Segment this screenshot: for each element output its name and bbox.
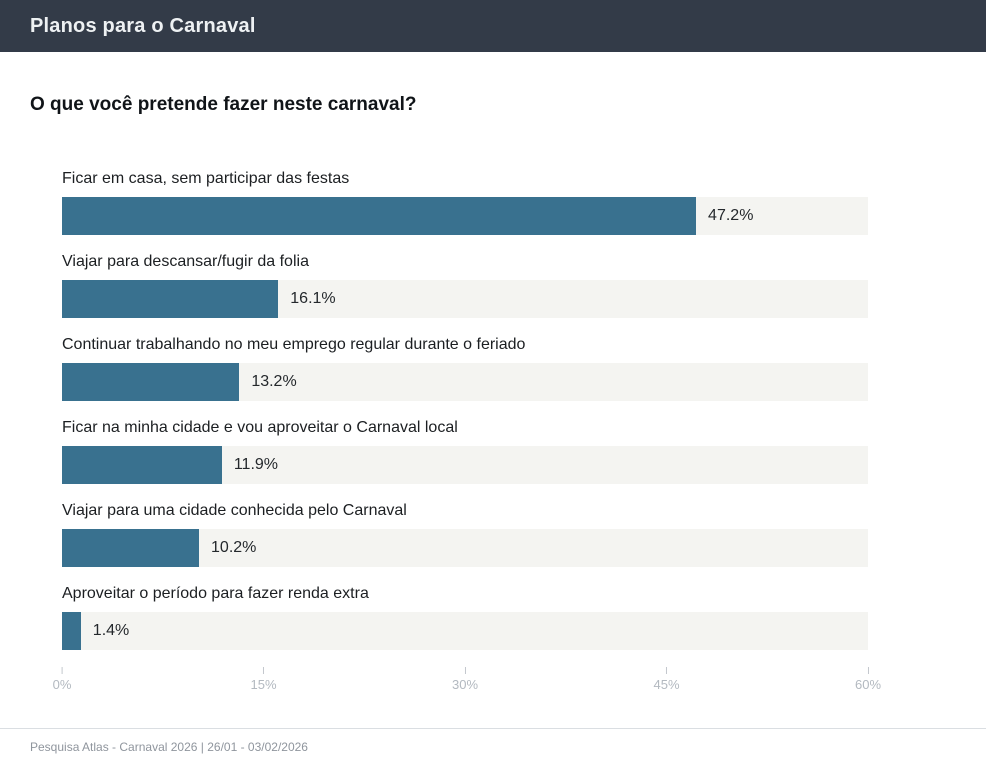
bar-track: 1.4% xyxy=(62,612,868,650)
bar-track: 10.2% xyxy=(62,529,868,567)
bar-row: Viajar para descansar/fugir da folia 16.… xyxy=(62,252,868,318)
axis-tick: 60% xyxy=(855,667,881,692)
tick-mark xyxy=(263,667,264,674)
value-label: 10.2% xyxy=(211,539,257,556)
category-label: Viajar para descansar/fugir da folia xyxy=(62,253,309,270)
bar-track: 16.1% xyxy=(62,280,868,318)
chart-question: O que você pretende fazer neste carnaval… xyxy=(30,94,417,115)
bar-row: Continuar trabalhando no meu emprego reg… xyxy=(62,335,868,401)
bar-track: 47.2% xyxy=(62,197,868,235)
x-axis: 0% 15% 30% 45% 60% xyxy=(53,667,881,701)
tick-mark xyxy=(464,667,466,674)
tick-label: 15% xyxy=(250,677,277,692)
axis-tick: 30% xyxy=(452,667,478,692)
bar-fill xyxy=(62,280,279,318)
value-label: 1.4% xyxy=(92,622,130,639)
category-label: Ficar em casa, sem participar das festas xyxy=(62,170,350,187)
tick-mark xyxy=(867,667,869,674)
footer: Pesquisa Atlas - Carnaval 2026 | 26/01 -… xyxy=(0,728,986,767)
value-label: 13.2% xyxy=(251,373,297,390)
bar-fill xyxy=(62,363,240,401)
tick-label: 60% xyxy=(854,677,882,692)
bar-fill xyxy=(62,529,200,567)
bar-chart: Ficar em casa, sem participar das festas… xyxy=(62,169,868,650)
tick-mark xyxy=(666,667,667,674)
tick-label: 30% xyxy=(451,677,479,692)
bar-fill xyxy=(62,197,697,235)
category-label: Viajar para uma cidade conhecida pelo Ca… xyxy=(62,502,407,519)
page-title: Planos para o Carnaval xyxy=(30,14,256,37)
bar-fill xyxy=(62,446,222,484)
tick-label: 0% xyxy=(52,677,72,692)
value-label: 16.1% xyxy=(290,290,336,307)
bar-row: Viajar para uma cidade conhecida pelo Ca… xyxy=(62,501,868,567)
bar-fill xyxy=(62,612,81,650)
axis-tick: 0% xyxy=(52,667,72,692)
axis-tick: 15% xyxy=(250,667,277,692)
bar-row: Ficar em casa, sem participar das festas… xyxy=(62,169,868,235)
tick-label: 45% xyxy=(653,677,680,692)
value-label: 47.2% xyxy=(708,207,754,224)
category-label: Aproveitar o período para fazer renda ex… xyxy=(62,585,369,602)
category-label: Continuar trabalhando no meu emprego reg… xyxy=(62,336,526,353)
bar-track: 11.9% xyxy=(62,446,868,484)
bar-row: Ficar na minha cidade e vou aproveitar o… xyxy=(62,418,868,484)
source-note: Pesquisa Atlas - Carnaval 2026 | 26/01 -… xyxy=(30,740,308,754)
bar-row: Aproveitar o período para fazer renda ex… xyxy=(62,584,868,650)
title-bar: Planos para o Carnaval xyxy=(0,0,986,52)
bar-track: 13.2% xyxy=(62,363,868,401)
tick-mark xyxy=(61,667,63,674)
category-label: Ficar na minha cidade e vou aproveitar o… xyxy=(62,419,458,436)
value-label: 11.9% xyxy=(233,456,279,473)
axis-tick: 45% xyxy=(653,667,680,692)
